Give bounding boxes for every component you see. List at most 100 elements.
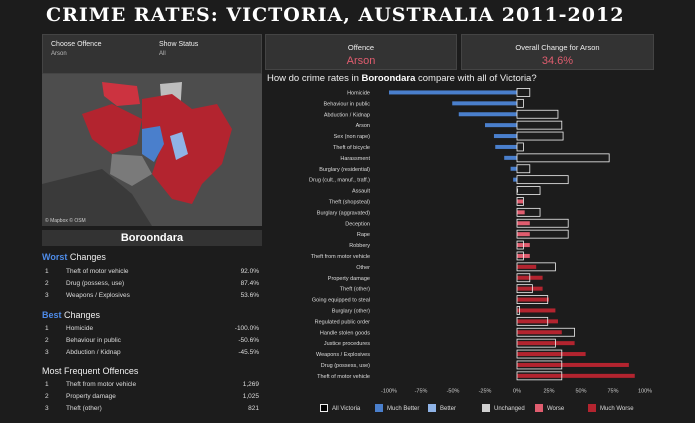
offence-kpi-label: Offence xyxy=(347,43,375,52)
victoria-bar xyxy=(516,186,541,195)
chart-title-suburb: Boroondara xyxy=(361,73,416,84)
legend-item[interactable]: All Victoria xyxy=(320,404,360,414)
category-label: Drug (possess, use) xyxy=(321,363,370,369)
status-filter-value[interactable]: All xyxy=(159,51,166,57)
category-label: Theft from motor vehicle xyxy=(311,254,370,260)
filter-panel: Choose Offence Arson Show Status All xyxy=(42,34,262,74)
rank: 1 xyxy=(45,381,49,388)
suburb-bar xyxy=(517,232,530,237)
x-tick-label: -100% xyxy=(381,388,397,394)
suburb-bar xyxy=(517,199,524,204)
best-row: 2 Behaviour in public -50.6% xyxy=(42,337,262,347)
status-filter[interactable]: Show Status All xyxy=(159,41,198,57)
category-label: Drug (cult., manuf., traff.) xyxy=(309,178,370,184)
x-tick-label: -25% xyxy=(479,388,492,394)
victoria-bar xyxy=(516,327,575,337)
frequent-row: 2 Property damage 1,025 xyxy=(42,393,262,403)
offence-label: Property damage xyxy=(66,393,116,400)
count-value: 1,269 xyxy=(242,381,259,388)
category-label: Theft (shopsteal) xyxy=(329,199,370,205)
suburb-bar xyxy=(510,166,517,171)
suburb-bar xyxy=(458,112,517,117)
map-region-better xyxy=(170,132,188,160)
page-title: CRIME RATES: VICTORIA, AUSTRALIA 2011-20… xyxy=(46,4,625,26)
victoria-bar xyxy=(516,316,549,326)
offence-filter-value[interactable]: Arson xyxy=(51,51,67,57)
map-region-much-worse-west xyxy=(82,104,142,154)
map-region-much-worse xyxy=(142,94,232,204)
category-label: Burglary (other) xyxy=(332,308,370,314)
legend-item[interactable]: Much Worse xyxy=(588,404,634,414)
victoria-bar xyxy=(516,360,563,370)
offence-filter[interactable]: Choose Offence Arson xyxy=(51,41,101,57)
legend-swatch xyxy=(482,404,490,413)
worst-row: 1 Theft of motor vehicle 92.0% xyxy=(42,268,262,278)
suburb-map[interactable]: © Mapbox © OSM xyxy=(42,74,262,226)
legend-label: Much Better xyxy=(387,406,420,412)
suburb-bar xyxy=(493,134,517,139)
victoria-bar xyxy=(516,142,524,152)
change-value: 92.0% xyxy=(240,268,259,275)
suburb-bar xyxy=(517,341,575,346)
suburb-bar xyxy=(517,210,525,215)
suburb-bar xyxy=(504,155,517,160)
offence-label: Theft from motor vehicle xyxy=(66,381,137,388)
suburb-bar xyxy=(389,90,517,95)
legend-label: Better xyxy=(440,406,457,412)
suburb-bar xyxy=(517,352,586,357)
victoria-bar xyxy=(516,284,533,294)
legend-swatch xyxy=(588,404,596,413)
legend-swatch xyxy=(320,404,328,413)
worst-heading-highlight: Worst xyxy=(42,252,68,262)
victoria-bar xyxy=(516,120,563,130)
victoria-bar xyxy=(516,371,563,381)
legend-item[interactable]: Unchanged xyxy=(482,404,525,414)
frequent-row: 3 Theft (other) 821 xyxy=(42,405,262,415)
category-label: Handle stolen goods xyxy=(320,330,370,336)
legend-item[interactable]: Much Better xyxy=(375,404,419,414)
victoria-bar xyxy=(516,207,541,217)
legend-label: Unchanged xyxy=(494,406,525,412)
x-tick-label: 25% xyxy=(543,388,554,394)
comparison-bar-chart: -100% -75% -50% -25% 0% 25% 50% 75% 100% Homicide… xyxy=(309,88,652,394)
suburb-bar xyxy=(495,144,517,149)
worst-changes-heading: Worst Changes xyxy=(42,252,106,262)
legend-item[interactable]: Worse xyxy=(535,404,564,414)
change-value: 53.6% xyxy=(240,292,259,299)
change-value: -100.0% xyxy=(234,325,259,332)
offence-kpi: Offence Arson xyxy=(265,34,457,70)
offence-label: Weapons / Explosives xyxy=(66,292,130,299)
chart-title-post: compare with all of Victoria? xyxy=(415,73,537,84)
rank: 1 xyxy=(45,325,49,332)
change-kpi-label: Overall Change for Arson xyxy=(515,43,600,52)
legend-label: Worse xyxy=(547,406,565,412)
category-label: Theft of bicycle xyxy=(333,145,370,151)
category-label: Harassment xyxy=(340,156,370,162)
suburb-bar xyxy=(513,177,517,182)
suburb-bar xyxy=(517,373,635,378)
rank: 3 xyxy=(45,292,49,299)
rank: 2 xyxy=(45,280,49,287)
victoria-bar xyxy=(516,251,524,261)
rank: 3 xyxy=(45,405,49,412)
suburb-bar xyxy=(452,101,517,106)
suburb-bar xyxy=(517,297,549,302)
victoria-bar xyxy=(516,338,556,348)
legend-item[interactable]: Better xyxy=(428,404,456,414)
category-label: Arson xyxy=(356,123,370,129)
x-tick-label: -50% xyxy=(447,388,460,394)
legend-swatch xyxy=(535,404,543,413)
count-value: 1,025 xyxy=(242,393,259,400)
category-label: Justice procedures xyxy=(324,341,370,347)
category-label: Behaviour in public xyxy=(324,101,371,107)
change-value: 87.4% xyxy=(240,280,259,287)
victoria-bar xyxy=(516,262,556,272)
x-tick-label: 100% xyxy=(638,388,652,394)
victoria-bar xyxy=(516,218,569,228)
victoria-bar xyxy=(516,229,569,239)
x-tick-label: 0% xyxy=(513,388,521,394)
category-label: Homicide xyxy=(347,90,370,96)
frequent-row: 1 Theft from motor vehicle 1,269 xyxy=(42,381,262,391)
worst-row: 2 Drug (possess, use) 87.4% xyxy=(42,280,262,290)
frequent-offences-heading: Most Frequent Offences xyxy=(42,366,139,376)
